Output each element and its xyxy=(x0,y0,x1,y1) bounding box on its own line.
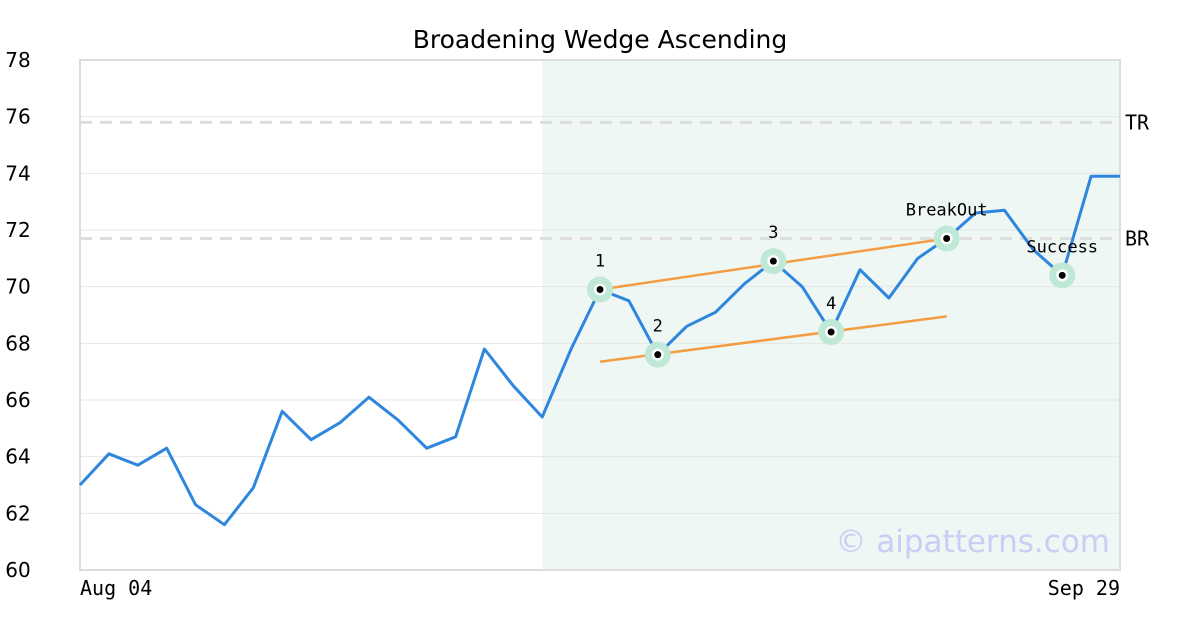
x-tick-label: Sep 29 xyxy=(1048,576,1120,600)
y-tick-label: 60 xyxy=(5,558,30,582)
point-marker xyxy=(596,286,604,293)
y-tick-label: 78 xyxy=(5,48,30,72)
y-tick-label: 66 xyxy=(5,388,30,412)
y-axis-ticks: 60 62 64 66 68 70 72 74 76 78 xyxy=(5,48,30,582)
x-axis-ticks: Aug 04 Sep 29 xyxy=(80,576,1120,600)
y-tick-label: 74 xyxy=(5,161,30,185)
y-tick-label: 68 xyxy=(5,331,30,355)
reference-line-label: TR xyxy=(1125,110,1150,134)
point-label: 3 xyxy=(768,223,778,243)
pattern-region xyxy=(542,60,1120,570)
reference-line-label: BR xyxy=(1125,227,1150,251)
pattern-points: 1 2 3 4 BreakOut Success xyxy=(587,201,1098,368)
point-marker xyxy=(827,328,835,336)
point-label: Success xyxy=(1026,237,1098,257)
point-label: 4 xyxy=(826,294,836,314)
y-tick-label: 72 xyxy=(5,218,30,242)
point-marker xyxy=(1058,271,1066,279)
point-label: 2 xyxy=(653,317,663,337)
chart-title: Broadening Wedge Ascending xyxy=(413,25,788,54)
y-tick-label: 64 xyxy=(5,445,30,469)
plot-frame xyxy=(79,59,1121,571)
pattern-region-layer xyxy=(542,60,1120,570)
point-label: BreakOut xyxy=(906,201,988,221)
x-tick-label: Aug 04 xyxy=(80,576,152,600)
point-marker xyxy=(943,235,951,242)
y-tick-label: 70 xyxy=(5,275,30,299)
y-tick-label: 76 xyxy=(5,105,30,129)
watermark-text: © aipatterns.com xyxy=(835,524,1110,560)
y-tick-label: 62 xyxy=(5,501,30,525)
point-label: 1 xyxy=(595,252,605,272)
point-marker xyxy=(769,257,777,265)
point-marker xyxy=(654,351,662,359)
